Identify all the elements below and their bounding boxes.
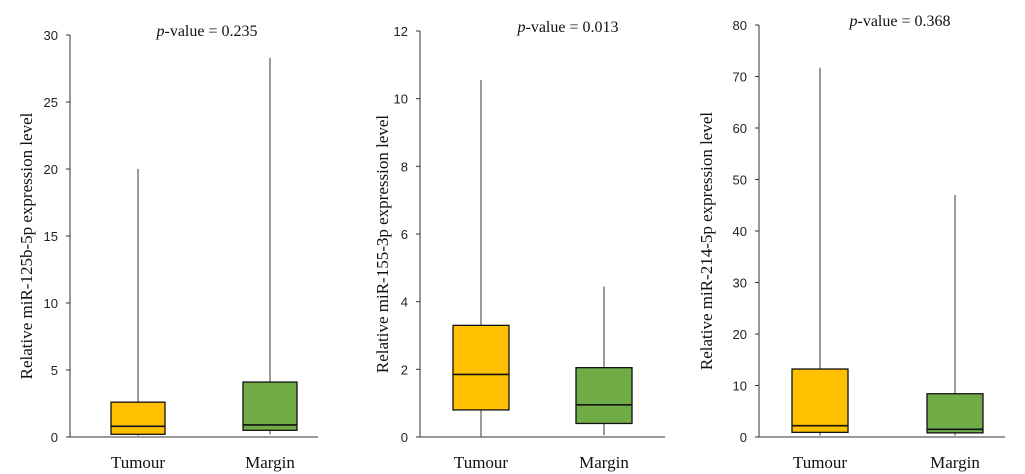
box-tumour [110,169,166,436]
box-margin [926,194,984,436]
x-category-label: Margin [930,453,980,472]
y-tick-label: 10 [44,296,58,311]
y-tick-label: 50 [733,173,747,188]
y-tick-label: 60 [733,121,747,136]
y-tick-label: 30 [733,276,747,291]
x-category-label: Tumour [793,453,848,472]
box-margin [242,57,298,435]
x-category-label: Tumour [111,453,166,472]
y-tick-label: 2 [401,362,408,377]
y-tick-label: 20 [733,327,747,342]
chart-panel-2: 0 2 4 6 8 10 12 Relative miR-155-3p expression … [373,19,665,472]
box-margin [575,286,633,436]
p-value-annotation: p-value = 0.235 [156,23,258,40]
chart-panel-3: 0 10 20 30 40 50 60 70 80 Relative miR-214-5p exp… [697,13,1005,472]
y-tick-label: 8 [401,159,408,174]
iqr-box [110,401,166,435]
y-axis-label: Relative miR-125b-5p expression level [17,112,36,379]
y-tick-label: 30 [44,28,58,43]
x-category-label: Tumour [454,453,509,472]
iqr-box [452,324,510,411]
iqr-box [575,366,633,425]
y-tick-label: 20 [44,162,58,177]
y-tick-label: 25 [44,95,58,110]
x-category-label: Margin [245,453,295,472]
y-tick-label: 4 [401,295,408,310]
y-tick-label: 0 [401,430,408,445]
x-category-label: Margin [579,453,629,472]
y-axis-label: Relative miR-155-3p expression level [373,115,392,374]
iqr-box [791,368,849,434]
iqr-box [926,393,984,434]
iqr-box [242,381,298,431]
box-tumour [791,67,849,436]
y-tick-label: 6 [401,227,408,242]
p-value-annotation: p-value = 0.013 [517,19,619,36]
y-axis-label: Relative miR-214-5p expression level [697,112,716,371]
chart-panel-1: 0 5 10 15 20 25 30 Relative miR-125b-5p express… [17,23,318,472]
y-tick-label: 10 [733,379,747,394]
y-tick-label: 0 [51,430,58,445]
y-tick-label: 10 [394,92,408,107]
p-value-annotation: p-value = 0.368 [849,13,951,30]
y-tick-label: 5 [51,363,58,378]
y-tick-label: 80 [733,18,747,33]
y-tick-label: 40 [733,224,747,239]
box-tumour [452,80,510,437]
y-tick-label: 0 [740,430,747,445]
y-tick-label: 70 [733,70,747,85]
y-tick-label: 12 [394,24,408,39]
y-tick-label: 15 [44,229,58,244]
